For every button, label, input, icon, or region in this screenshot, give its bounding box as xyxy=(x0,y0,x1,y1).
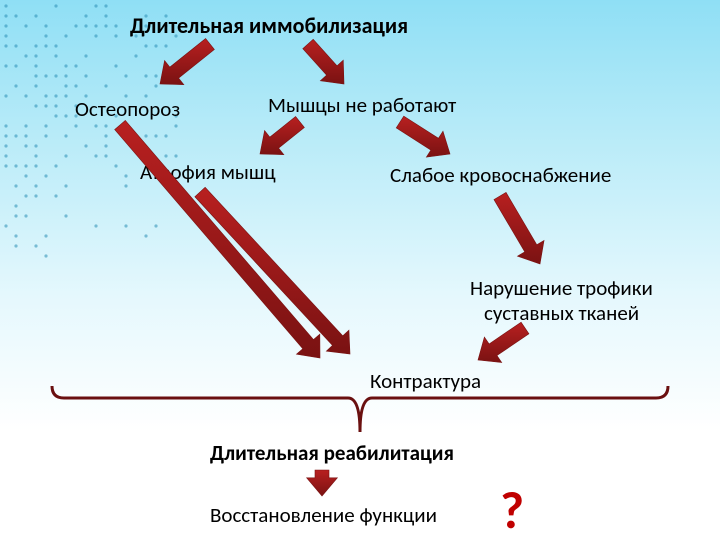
bracket xyxy=(0,0,720,540)
